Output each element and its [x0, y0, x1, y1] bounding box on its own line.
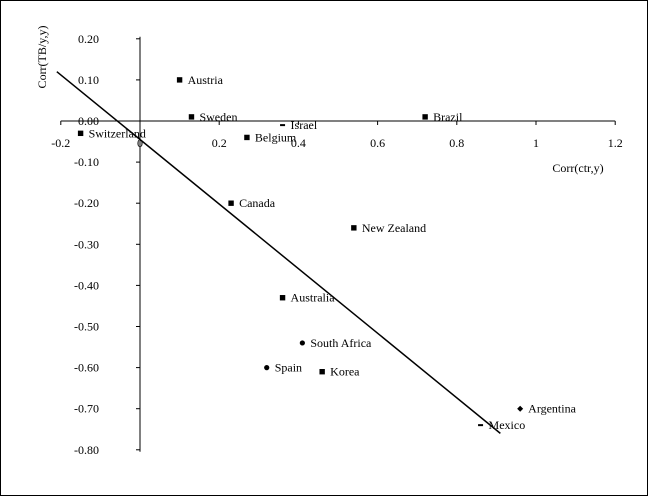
point-sweden [188, 114, 195, 120]
point-new-zealand [351, 225, 357, 231]
point-switzerland [77, 130, 84, 137]
point-argentina [517, 405, 524, 412]
y-tick-label: -0.80 [74, 443, 99, 457]
point-south-africa [299, 340, 305, 346]
x-tick-label: 1.2 [608, 136, 623, 150]
point-brazil [422, 114, 428, 120]
point-label-spain: Spain [275, 361, 302, 375]
y-tick-label: -0.50 [74, 320, 99, 334]
x-tick-label: -0.2 [51, 136, 70, 150]
axes: 0.200.100.00-0.10-0.20-0.30-0.40-0.50-0.… [51, 32, 622, 457]
point-label-australia: Australia [291, 291, 336, 305]
y-tick-label: -0.40 [74, 278, 99, 292]
y-tick-label: -0.60 [74, 361, 99, 375]
point-label-israel: Israel [291, 118, 318, 132]
point-mexico [478, 424, 484, 427]
point-label-belgium: Belgium [255, 130, 297, 144]
y-tick-label: 0.00 [78, 114, 99, 128]
trendline [56, 71, 501, 434]
trendline-group [56, 71, 501, 434]
x-tick-label: 0 [137, 136, 143, 150]
y-axis-title: Corr(TB/y,y) [35, 26, 49, 89]
point-israel [280, 124, 286, 127]
point-label-canada: Canada [239, 196, 276, 210]
x-tick-label: 0.8 [449, 136, 464, 150]
point-austria [176, 77, 183, 83]
x-axis-title: Corr(ctr,y) [552, 161, 603, 175]
point-australia [279, 295, 286, 301]
point-belgium [244, 134, 250, 141]
point-label-sweden: Sweden [199, 110, 237, 124]
point-label-argentina: Argentina [528, 402, 576, 416]
point-label-austria: Austria [188, 73, 224, 87]
y-tick-label: 0.20 [78, 32, 99, 46]
x-tick-label: 0.6 [370, 136, 385, 150]
point-label-switzerland: Switzerland [89, 126, 146, 140]
point-label-mexico: Mexico [489, 418, 526, 432]
point-korea [319, 369, 325, 375]
point-label-new-zealand: New Zealand [362, 221, 426, 235]
y-tick-label: -0.70 [74, 402, 99, 416]
point-label-korea: Korea [330, 365, 360, 379]
point-spain [264, 365, 270, 371]
x-tick-label: 1 [533, 136, 539, 150]
x-tick-label: 0.4 [291, 136, 306, 150]
point-label-south-africa: South Africa [310, 336, 372, 350]
point-canada [228, 200, 234, 206]
x-tick-label: 0.2 [212, 136, 227, 150]
y-tick-label: 0.10 [78, 73, 99, 87]
y-tick-label: -0.10 [74, 155, 99, 169]
y-tick-label: -0.30 [74, 237, 99, 251]
point-label-brazil: Brazil [433, 110, 463, 124]
y-tick-label: -0.20 [74, 196, 99, 210]
